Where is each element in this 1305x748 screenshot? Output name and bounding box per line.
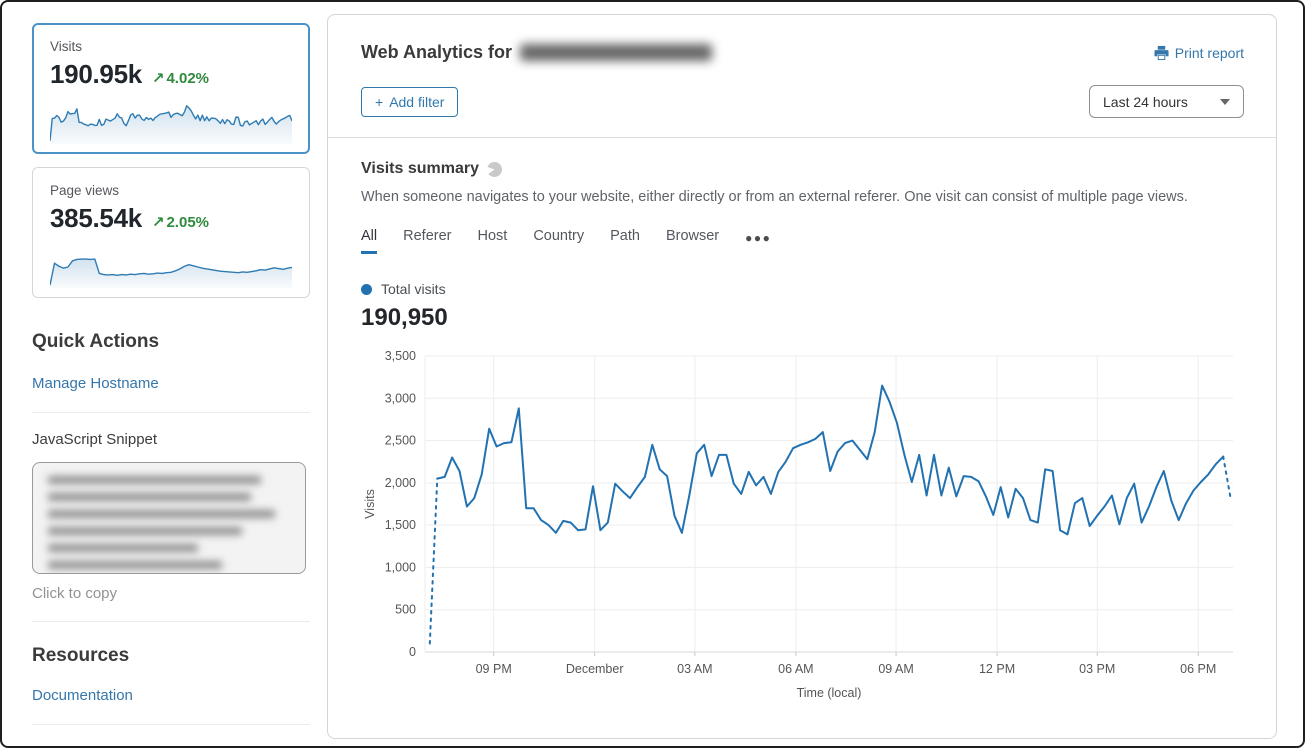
add-filter-label: Add filter (389, 93, 445, 110)
add-filter-button[interactable]: + Add filter (361, 86, 459, 117)
svg-text:2,500: 2,500 (385, 434, 416, 448)
time-range-select[interactable]: Last 24 hours (1089, 85, 1244, 118)
pageviews-card-change: ↗ 2.05% (152, 213, 209, 231)
visits-card-value: 190.95k (50, 59, 142, 89)
visits-summary-description: When someone navigates to your website, … (361, 189, 1188, 205)
tab-all[interactable]: All (361, 228, 378, 254)
svg-text:06 AM: 06 AM (778, 662, 813, 676)
legend-label: Total visits (381, 281, 446, 297)
svg-text:2,000: 2,000 (385, 476, 416, 490)
pageviews-card-label: Page views (50, 183, 120, 198)
tab-country[interactable]: Country (533, 228, 585, 244)
redacted-code-line (48, 476, 261, 484)
tab-host[interactable]: Host (477, 228, 508, 244)
visits-card-label: Visits (50, 39, 83, 54)
svg-text:09 PM: 09 PM (476, 662, 512, 676)
trend-up-icon: ↗ (151, 70, 165, 87)
tab-browser[interactable]: Browser (665, 228, 720, 244)
legend-dot-icon (361, 283, 372, 295)
click-to-copy-hint: Click to copy (32, 585, 118, 602)
redacted-code-line (48, 510, 276, 518)
redacted-code-line (48, 527, 242, 535)
redacted-code-line (48, 493, 252, 501)
panel-header: Web Analytics for Print report + Add fil… (328, 15, 1276, 138)
printer-icon (1154, 45, 1169, 60)
quick-actions-title: Quick Actions (32, 331, 160, 352)
svg-text:0: 0 (409, 645, 416, 659)
pageviews-card-change-value: 2.05% (166, 214, 210, 231)
total-visits-value: 190,950 (361, 304, 448, 331)
sidebar: Visits 190.95k ↗ 4.02% Page views 385.54k… (2, 2, 327, 746)
chevron-down-icon (1220, 98, 1230, 105)
visits-card-change: ↗ 4.02% (152, 69, 209, 87)
divider (32, 724, 310, 725)
summary-tabs: All Referer Host Country Path Browser ●●… (361, 228, 1244, 254)
redacted-code-line (48, 544, 199, 552)
svg-text:Time (local): Time (local) (797, 686, 862, 700)
print-report-label: Print report (1174, 44, 1244, 61)
pageviews-sparkline-chart (50, 242, 292, 288)
help-icon[interactable] (487, 161, 502, 177)
svg-text:12 PM: 12 PM (979, 662, 1015, 676)
visits-summary-title: Visits summary (361, 160, 479, 177)
trend-up-icon: ↗ (151, 214, 165, 231)
svg-text:Visits: Visits (363, 489, 377, 519)
svg-text:1,500: 1,500 (385, 518, 416, 532)
resources-title: Resources (32, 645, 130, 666)
tab-referer[interactable]: Referer (403, 228, 452, 244)
svg-text:December: December (566, 662, 624, 676)
print-report-button[interactable]: Print report (1154, 45, 1244, 61)
page-title-text: Web Analytics for (361, 42, 513, 62)
visits-line-chart: 0 500 1,000 1,500 2,000 2,500 3,000 3,500 09 PM D… (363, 349, 1233, 700)
svg-text:09 AM: 09 AM (878, 662, 913, 676)
manage-hostname-link[interactable]: Manage Hostname (32, 375, 159, 392)
page-title: Web Analytics for (361, 42, 713, 63)
svg-text:03 PM: 03 PM (1079, 662, 1115, 676)
visits-card-change-value: 4.02% (166, 70, 210, 87)
svg-text:03 AM: 03 AM (677, 662, 712, 676)
divider (32, 412, 310, 413)
js-snippet-label: JavaScript Snippet (32, 431, 158, 448)
time-range-value: Last 24 hours (1103, 93, 1188, 110)
divider (32, 621, 310, 622)
redacted-domain (520, 44, 713, 61)
documentation-link[interactable]: Documentation (32, 687, 133, 704)
js-snippet-box[interactable] (32, 462, 306, 574)
visits-metric-card[interactable]: Visits 190.95k ↗ 4.02% (32, 23, 310, 154)
svg-text:1,000: 1,000 (385, 560, 416, 574)
svg-text:3,000: 3,000 (385, 391, 416, 405)
svg-text:06 PM: 06 PM (1180, 662, 1216, 676)
visits-card-value-row: 190.95k ↗ 4.02% (50, 59, 292, 90)
pageviews-metric-card[interactable]: Page views 385.54k ↗ 2.05% (32, 167, 310, 298)
main-panel: Web Analytics for Print report + Add fil… (327, 14, 1277, 739)
panel-body: Visits summary When someone navigates to… (328, 138, 1276, 704)
pageviews-card-value-row: 385.54k ↗ 2.05% (50, 203, 292, 234)
svg-text:3,500: 3,500 (385, 349, 416, 363)
tab-path[interactable]: Path (610, 228, 640, 244)
redacted-code-line (48, 561, 223, 569)
plus-icon: + (375, 93, 384, 110)
svg-text:500: 500 (395, 603, 416, 617)
more-tabs-button[interactable]: ●●● (745, 230, 772, 245)
chart-legend: Total visits (361, 281, 1244, 297)
pageviews-card-value: 385.54k (50, 203, 142, 233)
visits-sparkline-chart (50, 98, 292, 144)
